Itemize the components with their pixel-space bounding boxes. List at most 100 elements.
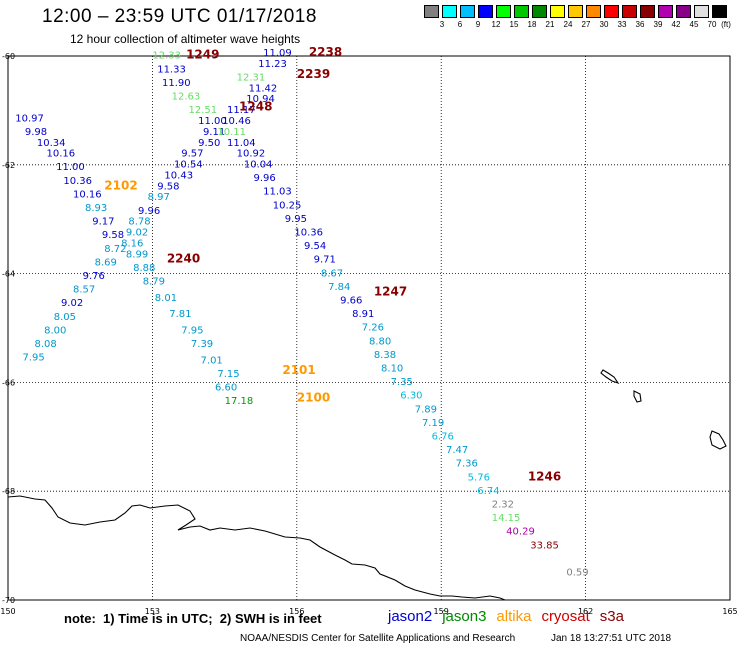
wave-height-label: 8.08 [34,339,56,350]
wave-height-label: 11.23 [258,59,287,70]
wave-height-label: 7.89 [415,404,437,415]
wave-height-label: 9.11 [203,127,225,138]
scale-label: 21 [545,20,555,29]
wave-height-label: 10.04 [244,160,273,171]
antarctic-coastline [7,495,510,601]
wave-height-label: 9.96 [253,173,275,184]
wave-height-label: 33.85 [530,540,559,551]
scale-unit: (ft) [721,20,731,29]
wave-height-label: 12.31 [237,72,266,83]
scale-label: 15 [509,20,519,29]
wave-height-label: 10.11 [217,127,246,138]
wave-height-label: 8.79 [143,276,165,287]
pass-time-labels: 1249 2238 2239 1248 2102 2240 1247 2101 2100 1246 [104,45,561,483]
y-tick-label: -70 [2,596,15,605]
wave-height-label: 10.54 [174,160,203,171]
scale-swatch [604,5,619,18]
wave-height-label: 10.94 [246,94,275,105]
wave-height-label: 10.43 [164,170,193,181]
satellite-legend-item: cryosat [541,608,590,625]
y-tick-label: -64 [2,270,15,279]
scale-swatch [622,5,637,18]
wave-height-label: 9.54 [304,241,326,252]
scale-label: 33 [617,20,627,29]
wave-height-label: 8.72 [104,244,126,255]
x-tick-label: 150 [0,607,15,616]
wave-height-label: 7.35 [391,377,413,388]
generated-timestamp: Jan 18 13:27:51 UTC 2018 [551,633,672,644]
wave-height-label: 6.76 [432,432,454,443]
scale-label: 70 [707,20,717,29]
x-tick-label: 156 [289,607,304,616]
wave-height-label: 10.46 [222,116,251,127]
wave-height-label: 8.99 [126,249,148,260]
wave-height-label: 8.16 [121,238,143,249]
scale-swatch [568,5,583,18]
wave-height-label: 5.76 [468,472,490,483]
wave-height-label: 11.00 [198,116,227,127]
scale-label: 30 [599,20,609,29]
scale-label: 12 [491,20,501,29]
wave-height-label: 10.16 [47,149,76,160]
pass-time-label: 2102 [104,178,137,192]
pass-time-label: 2239 [297,67,330,81]
wave-height-label: 9.57 [181,149,203,160]
wave-height-label: 7.81 [169,309,191,320]
pass-time-label: 2240 [167,252,200,266]
scale-label: 6 [457,20,463,29]
wave-height-label: 11.09 [263,48,292,59]
island-3 [709,430,727,450]
plot-border [7,55,731,601]
wave-height-label: 0.59 [566,568,588,579]
pass-time-label: 1249 [186,48,219,62]
pass-time-label: 2101 [282,363,315,377]
wave-height-label: 7.36 [456,459,478,470]
wave-height-label: 10.36 [63,176,92,187]
scale-label: 36 [635,20,645,29]
x-tick-label: 162 [578,607,593,616]
y-tick-label: -60 [2,52,15,61]
wave-height-label: 7.26 [362,323,384,334]
wave-height-label: 7.95 [181,325,203,336]
wave-height-label: 11.33 [157,64,186,75]
scale-swatch [586,5,601,18]
scale-swatch [442,5,457,18]
y-tick-label: -62 [2,161,15,170]
scale-label: 24 [563,20,573,29]
wave-height-label: 6.30 [400,391,422,402]
footnote: note: 1) Time is in UTC; 2) SWH is in fe… [64,611,322,626]
wave-height-label: 8.05 [54,312,76,323]
satellite-legend-item: s3a [599,608,624,625]
wave-height-label: 9.50 [198,138,220,149]
wave-height-label: 8.69 [95,257,117,268]
wave-height-label: 11.17 [227,105,256,116]
wave-height-label: 7.95 [22,353,44,364]
wave-height-label: 9.96 [138,206,160,217]
satellite-legend: jason2 jason3 altika cryosat s3a [388,608,634,625]
scale-swatch [478,5,493,18]
scale-label: 9 [475,20,481,29]
credit-line: NOAA/NESDIS Center for Satellite Applica… [240,633,516,644]
scale-swatch [658,5,673,18]
wave-height-label: 40.29 [506,527,535,538]
pass-time-label: 1246 [528,469,561,483]
scale-swatch [514,5,529,18]
satellite-legend-item: jason3 [442,608,487,625]
wave-height-label: 12.63 [172,92,201,103]
pass-time-label: 2238 [309,45,342,59]
wave-height-label: 8.88 [133,263,155,274]
wave-height-label: 9.66 [340,296,362,307]
wave-height-label: 8.01 [155,293,177,304]
wave-height-label: 9.71 [314,255,336,266]
wave-height-label: 7.01 [201,355,223,366]
wave-height-label: 8.80 [369,336,391,347]
wave-height-label: 7.47 [446,445,468,456]
wave-height-label: 7.39 [191,339,213,350]
scale-label: 18 [527,20,537,29]
wave-height-label: 11.04 [227,138,256,149]
lat-lon-grid: 150 153 156 159 162 165 -60 -62 -64 -66 -68 -70 [0,52,737,616]
island-2 [633,390,642,403]
wave-height-label: 11.42 [249,83,278,94]
x-tick-label: 165 [722,607,737,616]
